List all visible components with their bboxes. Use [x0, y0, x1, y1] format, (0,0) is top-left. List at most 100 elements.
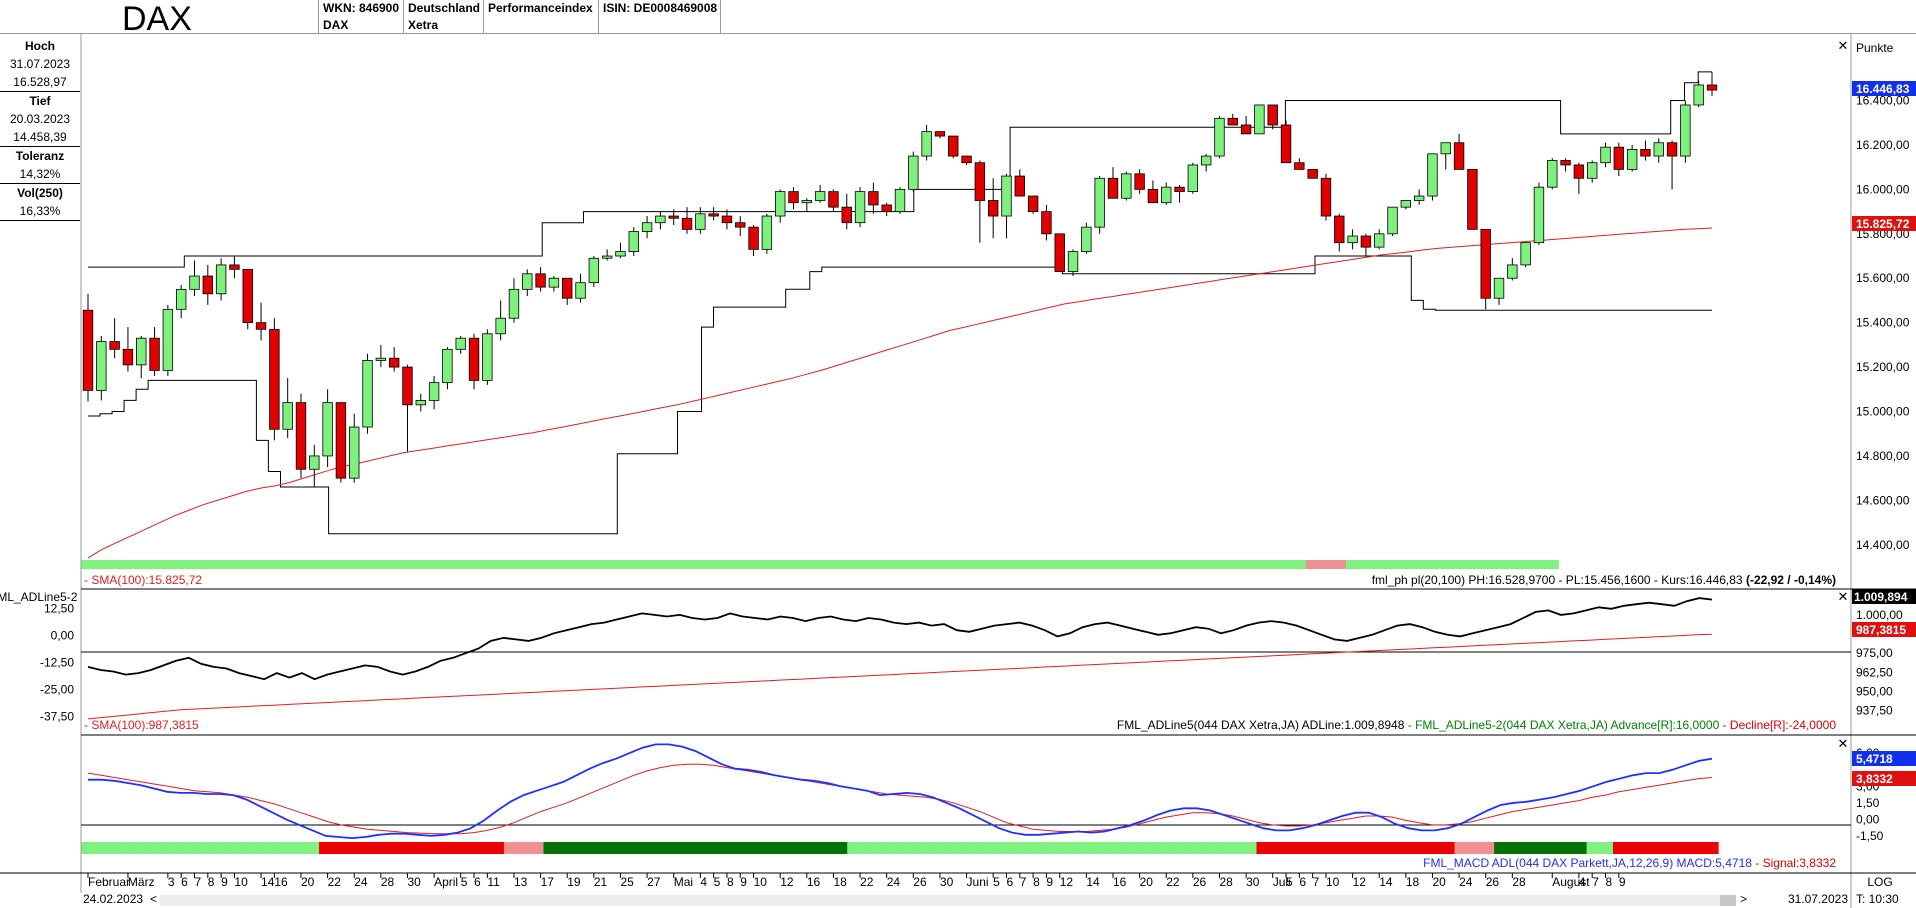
- x-tick-label: 18: [1406, 875, 1420, 889]
- candle-down: [1480, 228, 1491, 310]
- candle-body: [1706, 84, 1718, 91]
- stat-label: Toleranz: [15, 149, 65, 163]
- stat-label: Vol(250): [17, 186, 63, 200]
- stat-value: 14,32%: [19, 167, 61, 181]
- candle-down: [149, 327, 160, 376]
- candle-down: [335, 402, 347, 483]
- x-tick-label: 6: [1006, 875, 1013, 889]
- candle-down: [1334, 213, 1345, 252]
- adline-left-tick-label: -37,50: [40, 710, 74, 724]
- candle-body: [1320, 177, 1332, 217]
- candle-up: [655, 211, 666, 230]
- macd-legend: FML_MACD ADL(044 DAX Parkett,JA,12,26,9)…: [1423, 856, 1836, 870]
- adline-left-tick-label: 12,50: [44, 601, 74, 615]
- candle-up: [1427, 153, 1438, 201]
- macd-value-tag: 5,4718: [1856, 752, 1893, 766]
- candle-body: [1187, 164, 1199, 193]
- x-tick-label: 6: [1299, 875, 1306, 889]
- x-tick-label: 10: [754, 875, 768, 889]
- candle-body: [695, 213, 706, 230]
- candle-body: [495, 317, 506, 335]
- candle-body: [1560, 160, 1571, 166]
- close-panel-icon[interactable]: ✕: [1838, 38, 1849, 53]
- candle-down: [841, 193, 852, 230]
- trend-segment: [81, 842, 333, 854]
- candle-body: [202, 275, 213, 295]
- candle-body: [908, 155, 919, 190]
- horizontal-scrollbar[interactable]: [160, 895, 1730, 906]
- candle-down: [402, 364, 413, 452]
- candle-down: [1294, 158, 1305, 170]
- ui-controls: ✕ ✕ ✕ < > 24.02.2023 31.07.2023 LOG T: 1…: [83, 38, 1899, 906]
- candle-down: [1360, 233, 1372, 257]
- candle-down: [828, 189, 839, 212]
- candle-body: [934, 131, 946, 137]
- candle-down: [934, 131, 946, 139]
- candle-up: [349, 413, 360, 483]
- x-tick-label: 17: [541, 875, 555, 889]
- candle-up: [641, 216, 653, 239]
- x-tick-label: 28: [1219, 875, 1233, 889]
- x-tick-label: 12: [1060, 875, 1074, 889]
- header-cell-line2: Xetra: [408, 18, 439, 32]
- stat-value: 16,33%: [19, 204, 61, 218]
- x-tick-label: 24: [1459, 875, 1473, 889]
- x-tick-label: 10: [1326, 875, 1340, 889]
- log-scale-toggle[interactable]: LOG: [1867, 875, 1892, 889]
- candle-up: [1507, 258, 1518, 281]
- header-cell-line1: WKN: 846900: [323, 1, 400, 15]
- candle-body: [136, 337, 147, 366]
- candle-body: [1507, 264, 1518, 279]
- header-cell-type: Performanceindex: [484, 0, 599, 33]
- price-tick-label: 15.000,00: [1856, 405, 1910, 419]
- header-cell-isin: ISIN: DE0008469008: [599, 0, 721, 33]
- candle-body: [668, 215, 679, 219]
- scroll-left-button[interactable]: <: [150, 892, 157, 906]
- candle-body: [428, 382, 440, 401]
- candle-up: [96, 335, 107, 401]
- candle-body: [1054, 233, 1065, 272]
- x-tick-label: Februar: [88, 875, 130, 889]
- sma-legend: - SMA(100):15.825,72: [84, 573, 202, 587]
- candle-body: [362, 360, 373, 428]
- candle-up: [814, 184, 826, 203]
- sma-price-tag: 15.825,72: [1856, 217, 1910, 231]
- candle-body: [1001, 175, 1012, 217]
- candle-down: [1227, 113, 1238, 126]
- adline-right-tick-label: 937,50: [1856, 704, 1893, 718]
- close-panel-icon[interactable]: ✕: [1838, 589, 1849, 604]
- candle-body: [1147, 188, 1159, 204]
- candle-up: [628, 227, 639, 257]
- candle-body: [961, 155, 972, 164]
- close-panel-icon[interactable]: ✕: [1838, 736, 1849, 751]
- x-tick-label: 20: [1140, 875, 1154, 889]
- candle-body: [309, 455, 320, 470]
- candle-body: [189, 275, 200, 290]
- scrollbar-thumb[interactable]: [1720, 895, 1736, 906]
- candle-up: [775, 189, 786, 223]
- candle-body: [215, 264, 227, 295]
- candle-down: [1467, 168, 1478, 230]
- adline-y-axis: 12,50 0,00 -12,50 -25,00 -37,50 1.000,00 975,0…: [40, 601, 1903, 723]
- x-tick-label: 25: [620, 875, 634, 889]
- candle-up: [921, 124, 932, 161]
- adline-title: FML_ADLine5-2: [0, 590, 78, 604]
- candle-up: [801, 198, 813, 212]
- candle-body: [1547, 160, 1558, 188]
- current-price-tag-bg: [1852, 81, 1916, 96]
- candle-body: [1360, 235, 1372, 248]
- candle-body: [1573, 164, 1585, 179]
- candle-body: [828, 191, 839, 208]
- price-tick-label: 14.800,00: [1856, 449, 1910, 463]
- x-tick-label: 6: [181, 875, 188, 889]
- price-tick-label: 15.400,00: [1856, 316, 1910, 330]
- candle-body: [322, 402, 333, 457]
- x-tick-label: 19: [567, 875, 581, 889]
- sma-line: [87, 227, 1713, 559]
- candle-down: [1027, 195, 1039, 214]
- scroll-right-button[interactable]: >: [1740, 892, 1747, 906]
- candle-up: [1187, 162, 1199, 194]
- x-tick-label: 9: [740, 875, 747, 889]
- candle-body: [1440, 142, 1451, 155]
